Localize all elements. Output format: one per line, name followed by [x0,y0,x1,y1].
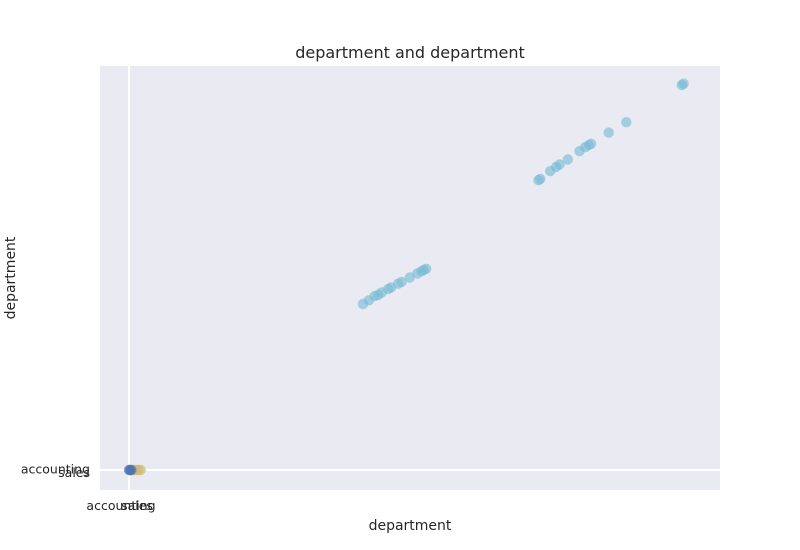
x-tick-label: sales [121,498,153,513]
data-point [421,263,432,274]
data-point [404,272,415,283]
data-point [126,464,137,476]
data-point [396,276,407,288]
data-point [135,464,146,476]
data-point [535,173,546,185]
x-tick-label: accounting [86,498,155,513]
y-axis-label: department [3,236,19,319]
data-point [621,117,632,128]
data-point [554,159,565,170]
x-axis-label: department [369,518,452,534]
y-tick-label: sales [58,465,90,480]
data-point [585,138,597,149]
data-point [562,154,573,165]
chart-title: department and department [295,43,525,62]
y-tick-label: accounting [21,462,90,477]
data-point [678,78,689,89]
data-point [603,127,614,138]
data-points [123,78,689,476]
grid-lines [100,66,720,490]
